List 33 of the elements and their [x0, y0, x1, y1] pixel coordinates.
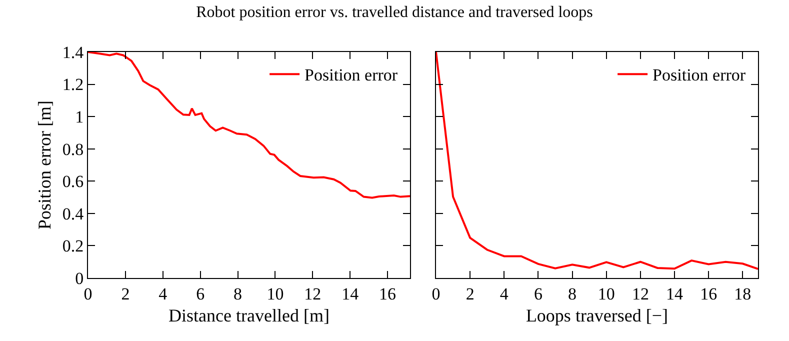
x-tick-label: 10: [598, 284, 615, 304]
y-tick-label: 0.8: [62, 140, 84, 159]
x-tick-label: 2: [466, 284, 474, 304]
y-tick-label: 1.4: [62, 42, 84, 62]
x-tick-label: 14: [666, 284, 684, 304]
y-tick-label: 0.2: [62, 236, 84, 256]
x-tick-label: 6: [196, 284, 205, 304]
x-tick-label: 18: [734, 284, 752, 304]
x-tick-label: 16: [700, 284, 718, 304]
x-tick-label: 8: [568, 284, 577, 304]
x-tick-label: 16: [379, 284, 396, 304]
y-axis-title: Position error [m]: [34, 100, 55, 230]
x-axis-title: Distance travelled [m]: [168, 306, 330, 326]
y-tick-label: 0: [75, 268, 84, 288]
legend-label: Position error: [304, 66, 398, 85]
x-tick-label: 0: [432, 284, 440, 304]
y-tick-label: 0.4: [62, 204, 84, 224]
x-tick-label: 4: [158, 284, 168, 304]
x-tick-label: 8: [234, 284, 242, 304]
chart-title: Robot position error vs. travelled distance and traversed loops: [195, 4, 594, 22]
y-tick-label: 0.6: [62, 172, 84, 192]
x-tick-label: 12: [632, 284, 649, 304]
legend-label: Position error: [652, 66, 746, 85]
y-tick-label: 1.2: [62, 75, 84, 94]
line-series: [88, 52, 410, 199]
x-tick-label: 2: [121, 284, 130, 304]
x-tick-label: 12: [304, 284, 322, 304]
x-tick-label: 14: [342, 284, 360, 304]
x-axis-title: Loops traversed [−]: [526, 306, 668, 326]
x-tick-label: 6: [534, 284, 542, 304]
y-tick-label: 1: [75, 108, 84, 127]
x-tick-label: 10: [266, 284, 284, 304]
x-tick-label: 4: [500, 284, 509, 304]
